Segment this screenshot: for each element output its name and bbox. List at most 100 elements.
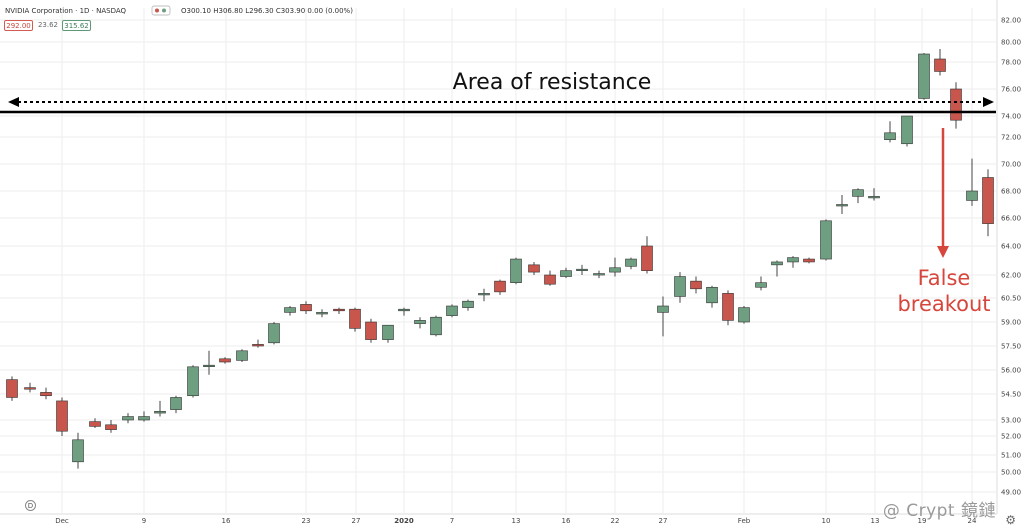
candle-body [755, 282, 767, 288]
candle-body [528, 264, 540, 273]
candle-body [674, 276, 686, 297]
candle-body [738, 307, 750, 323]
time-tick-label: 9 [142, 517, 146, 525]
settings-gear-icon[interactable]: ⚙ [1005, 513, 1016, 527]
candle [300, 301, 312, 314]
candle-body [706, 286, 718, 304]
candle-body [56, 400, 68, 432]
candle-body [382, 324, 394, 340]
candle-body [187, 366, 199, 397]
candle-body [333, 308, 345, 312]
candle [365, 318, 377, 343]
watermark-text: @ Crypt 鏡鏈 [882, 501, 996, 521]
price-tick-label: 72.00 [1001, 134, 1021, 142]
candle [219, 357, 231, 364]
candle-body [625, 258, 637, 267]
candle [56, 397, 68, 436]
candle-body [268, 323, 280, 344]
candle [89, 418, 101, 428]
candle-body [593, 273, 605, 276]
candle [657, 296, 669, 337]
candle [934, 49, 946, 76]
candle-body [934, 58, 946, 72]
candle-body [982, 177, 994, 224]
candle-body [950, 88, 962, 121]
candles [6, 49, 994, 469]
candle-body [138, 416, 150, 421]
candle [382, 324, 394, 343]
candle [478, 288, 490, 302]
candle [625, 257, 637, 270]
symbol-title: NVIDIA Corporation · 1D · NASDAQ [5, 7, 127, 15]
time-tick-label: 13 [512, 517, 521, 525]
candle-body [284, 307, 296, 313]
candle [771, 260, 783, 277]
ask-price-box[interactable]: 315.62 [62, 20, 91, 31]
candle-body [252, 344, 264, 347]
candle-body [105, 424, 117, 430]
candle-body [446, 305, 458, 316]
price-tick-label: 82.00 [1001, 17, 1021, 25]
candle [398, 307, 410, 316]
candle-body [657, 305, 669, 313]
candle-body [966, 190, 978, 201]
candle [918, 53, 930, 100]
arrow-head-left [8, 96, 19, 107]
candle [528, 261, 540, 275]
price-tick-label: 74.00 [1001, 113, 1021, 121]
candle [446, 304, 458, 318]
time-tick-label: 10 [822, 517, 831, 525]
candle-body [918, 53, 930, 99]
time-tick-label: 24 [968, 517, 977, 525]
candle-body [884, 132, 896, 141]
candle-body [820, 220, 832, 260]
candle [187, 365, 199, 398]
price-tick-label: 76.00 [1001, 86, 1021, 94]
candle [576, 264, 588, 275]
candle-body [349, 308, 361, 329]
candle-body [494, 280, 506, 293]
candle-body [154, 411, 166, 414]
false-breakout-label-line2: breakout [897, 292, 990, 316]
candle-body [203, 364, 215, 368]
price-tick-label: 66.00 [1001, 215, 1021, 223]
bid-price-box[interactable]: 292.00 [4, 20, 33, 31]
time-tick-label: 16 [562, 517, 571, 525]
candle [105, 420, 117, 433]
time-tick-label: 19 [918, 517, 927, 525]
price-axis: 82.00 80.00 78.00 76.00 74.00 72.00 70.00 68.00… [996, 0, 1021, 514]
false-breakout-arrowhead [937, 246, 949, 258]
candle-body [236, 350, 248, 361]
price-tick-label: 54.50 [1001, 391, 1021, 399]
price-tick-label: 78.00 [1001, 59, 1021, 67]
price-tick-label: 49.00 [1001, 489, 1021, 497]
candle [787, 256, 799, 268]
candle-body [836, 204, 848, 207]
candle [966, 158, 978, 206]
price-tick-label: 53.00 [1001, 417, 1021, 425]
candle [868, 188, 880, 201]
ohlc-readout: O300.10 H306.80 L296.30 C303.90 0.00 (0.… [181, 7, 353, 15]
time-axis: Dec 9 16 23 27 2020 7 13 16 22 27 Feb 10 13 19 24 [0, 513, 997, 525]
candle-body [576, 268, 588, 272]
candle [414, 317, 426, 329]
candle [852, 188, 864, 204]
candle [494, 279, 506, 295]
candle-body [787, 257, 799, 263]
candle [24, 382, 36, 393]
candle-body [722, 293, 734, 321]
candle [154, 400, 166, 417]
candle [641, 236, 653, 274]
interval-badge[interactable]: D [25, 500, 36, 511]
candle [982, 169, 994, 237]
candle [609, 257, 621, 277]
time-tick-label: 22 [611, 517, 620, 525]
resistance-label: Area of resistance [453, 70, 652, 95]
spread-value: 23.62 [37, 21, 59, 29]
indicator-dot-green [162, 8, 166, 13]
candle-body [510, 258, 522, 283]
candle [836, 195, 848, 214]
candle [316, 309, 328, 318]
candle [40, 387, 52, 400]
indicator-dot-red [155, 8, 159, 13]
